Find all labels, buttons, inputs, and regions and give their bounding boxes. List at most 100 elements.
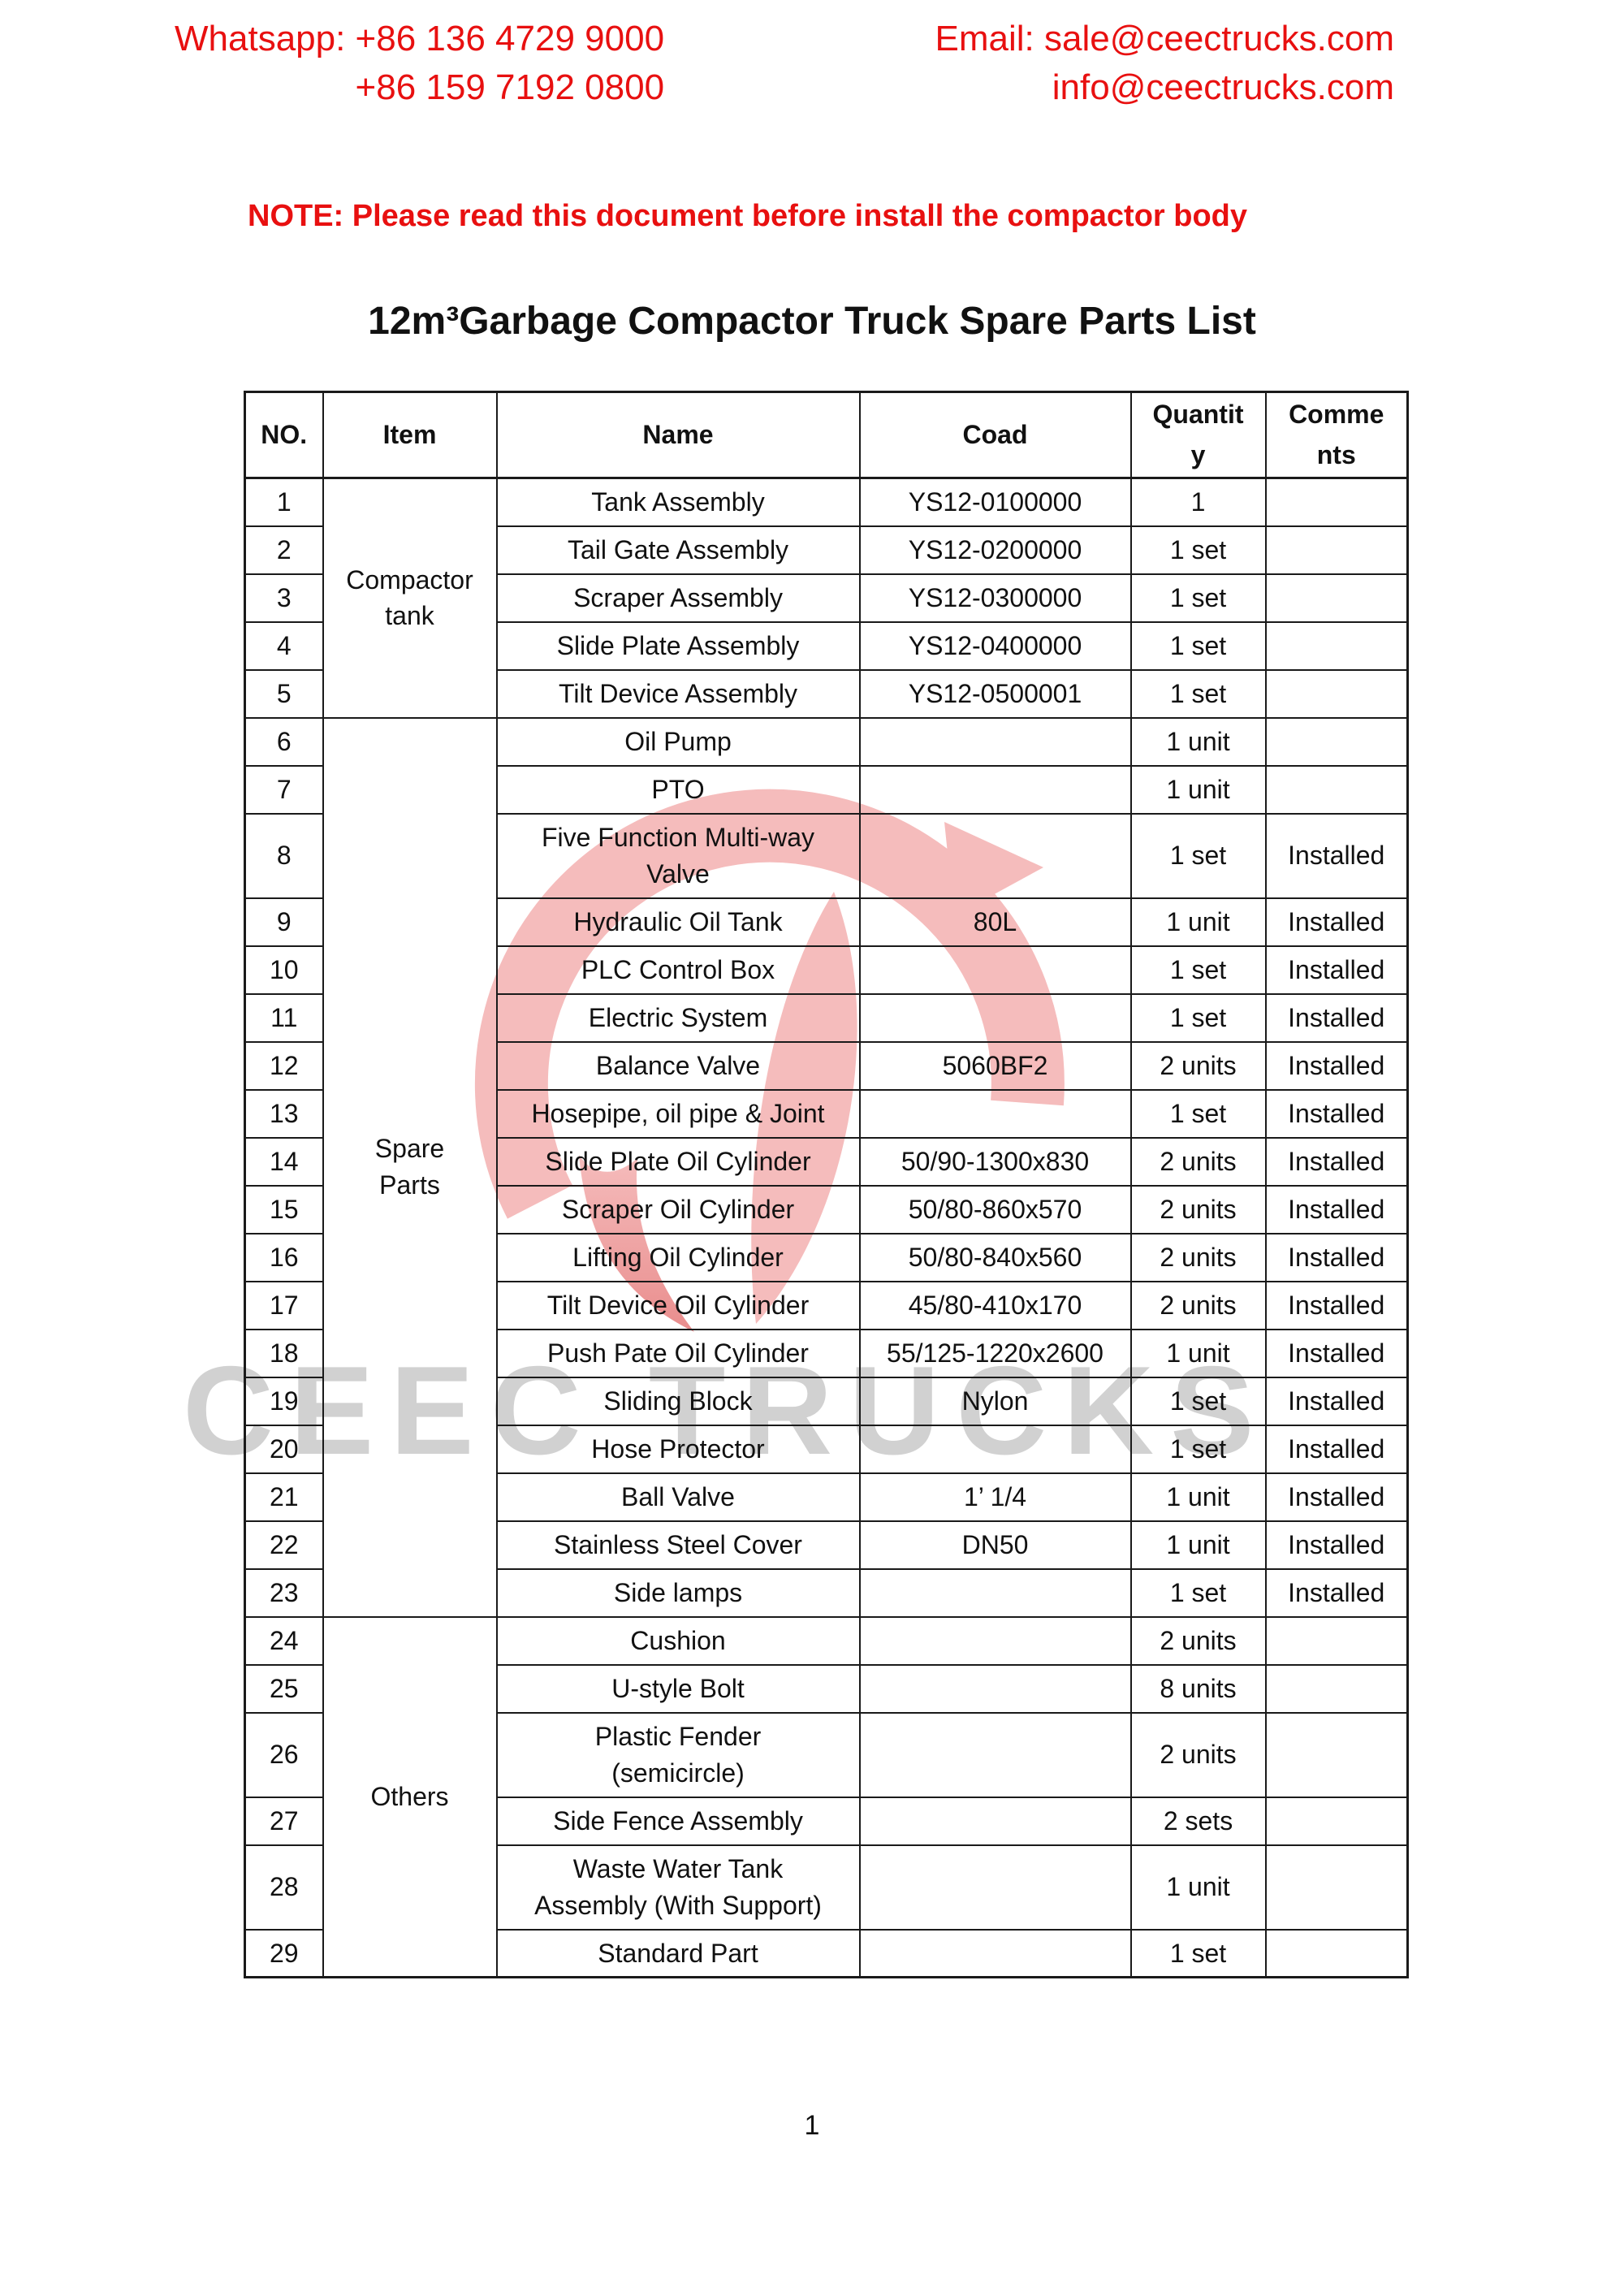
row-number: 16	[244, 1232, 324, 1282]
table-row: 13 Hosepipe, oil pipe & Joint 1 set Install…	[244, 1088, 1409, 1139]
part-comments: Installed	[1264, 1088, 1409, 1139]
part-name: Oil Pump	[495, 716, 861, 767]
row-number: 5	[244, 668, 324, 719]
part-name: Hose Protector	[495, 1424, 861, 1474]
part-quantity: 1 set	[1129, 812, 1267, 899]
part-quantity: 1 unit	[1129, 764, 1267, 815]
table-row: 14 Slide Plate Oil Cylinder 50/90-1300x830…	[244, 1136, 1409, 1187]
row-number: 12	[244, 1040, 324, 1091]
table-row: 4 Slide Plate Assembly YS12-0400000 1 set	[244, 620, 1409, 671]
row-number: 26	[244, 1711, 324, 1798]
part-name: Ball Valve	[495, 1472, 861, 1522]
table-row: 10 PLC Control Box 1 set Installed	[244, 945, 1409, 995]
part-comments: Installed	[1264, 1567, 1409, 1618]
part-name: Lifting Oil Cylinder	[495, 1232, 861, 1282]
table-row: 17 Tilt Device Oil Cylinder 45/80-410x170 2…	[244, 1280, 1409, 1330]
part-name: Balance Valve	[495, 1040, 861, 1091]
part-coad: 55/125-1220x2600	[858, 1328, 1132, 1378]
col-header-comments: Comme nts	[1264, 391, 1409, 480]
whatsapp-line2: +86 159 7192 0800	[355, 67, 665, 107]
row-number: 24	[244, 1615, 324, 1666]
part-coad	[858, 1711, 1132, 1798]
table-row: 19 Sliding Block Nylon 1 set Installed	[244, 1376, 1409, 1426]
part-coad: 50/80-860x570	[858, 1184, 1132, 1234]
row-number: 11	[244, 992, 324, 1043]
part-name: Five Function Multi-way Valve	[495, 812, 861, 899]
table-row: 24 Others Cushion 2 units	[244, 1615, 1409, 1978]
table-row: 7 PTO 1 unit	[244, 764, 1409, 815]
col-header-name: Name	[495, 391, 861, 480]
row-number: 6	[244, 716, 324, 767]
part-quantity: 1 set	[1129, 620, 1267, 671]
part-coad	[858, 764, 1132, 815]
part-coad	[858, 1844, 1132, 1931]
part-comments: Installed	[1264, 992, 1409, 1043]
part-coad	[858, 716, 1132, 767]
part-name: Scraper Oil Cylinder	[495, 1184, 861, 1234]
table-row: 18 Push Pate Oil Cylinder 55/125-1220x2600…	[244, 1328, 1409, 1378]
part-comments: Installed	[1264, 945, 1409, 995]
part-comments: Installed	[1264, 1328, 1409, 1378]
part-comments	[1264, 1663, 1409, 1714]
part-comments: Installed	[1264, 1232, 1409, 1282]
part-comments	[1264, 668, 1409, 719]
part-coad: YS12-0400000	[858, 620, 1132, 671]
part-name: PLC Control Box	[495, 945, 861, 995]
part-name: Push Pate Oil Cylinder	[495, 1328, 861, 1378]
part-quantity: 1 unit	[1129, 1472, 1267, 1522]
part-coad: 80L	[858, 897, 1132, 947]
part-comments	[1264, 1711, 1409, 1798]
table-row: 25 U-style Bolt 8 units	[244, 1663, 1409, 1714]
part-coad	[858, 1928, 1132, 1978]
part-coad	[858, 1424, 1132, 1474]
part-coad	[858, 1088, 1132, 1139]
part-name: Electric System	[495, 992, 861, 1043]
part-coad: 1’ 1/4	[858, 1472, 1132, 1522]
table-row: 6 Spare Parts Oil Pump 1 unit	[244, 716, 1409, 1618]
part-name: Hydraulic Oil Tank	[495, 897, 861, 947]
part-comments: Installed	[1264, 1136, 1409, 1187]
part-coad: YS12-0300000	[858, 573, 1132, 623]
part-quantity: 1 unit	[1129, 1520, 1267, 1570]
part-comments	[1264, 764, 1409, 815]
table-row: 12 Balance Valve 5060BF2 2 units Installed	[244, 1040, 1409, 1091]
part-coad: YS12-0100000	[858, 477, 1132, 527]
part-quantity: 8 units	[1129, 1663, 1267, 1714]
part-comments	[1264, 620, 1409, 671]
part-quantity: 1 set	[1129, 1567, 1267, 1618]
part-name: Tank Assembly	[495, 477, 861, 527]
part-coad	[858, 1663, 1132, 1714]
part-coad	[858, 1567, 1132, 1618]
row-number: 27	[244, 1796, 324, 1846]
row-number: 1	[244, 477, 324, 527]
part-coad: 5060BF2	[858, 1040, 1132, 1091]
row-number: 10	[244, 945, 324, 995]
part-quantity: 2 units	[1129, 1280, 1267, 1330]
row-number: 28	[244, 1844, 324, 1931]
table-row: 5 Tilt Device Assembly YS12-0500001 1 set	[244, 668, 1409, 719]
part-quantity: 2 units	[1129, 1615, 1267, 1666]
table-row: 9 Hydraulic Oil Tank 80L 1 unit Installed	[244, 897, 1409, 947]
part-name: Tilt Device Assembly	[495, 668, 861, 719]
note-text: NOTE: Please read this document before i…	[248, 199, 1248, 233]
part-name: Slide Plate Oil Cylinder	[495, 1136, 861, 1187]
part-quantity: 2 units	[1129, 1232, 1267, 1282]
col-header-no: NO.	[244, 391, 324, 480]
part-coad	[858, 945, 1132, 995]
page-number: 1	[804, 2110, 820, 2141]
col-header-quantity: Quantit y	[1129, 391, 1267, 480]
item-group-cell: Compactor tank	[322, 477, 498, 719]
part-comments	[1264, 525, 1409, 575]
part-name: Side Fence Assembly	[495, 1796, 861, 1846]
table-row: 11 Electric System 1 set Installed	[244, 992, 1409, 1043]
part-quantity: 1 unit	[1129, 897, 1267, 947]
part-name: U-style Bolt	[495, 1663, 861, 1714]
part-name: Waste Water Tank Assembly (With Support)	[495, 1844, 861, 1931]
row-number: 25	[244, 1663, 324, 1714]
table-row: 21 Ball Valve 1’ 1/4 1 unit Installed	[244, 1472, 1409, 1522]
part-comments: Installed	[1264, 1520, 1409, 1570]
item-group-cell: Others	[322, 1615, 498, 1978]
part-quantity: 1 set	[1129, 1376, 1267, 1426]
contact-email-block: Email: sale@ceectrucks.com info@ceectruc…	[935, 15, 1395, 112]
